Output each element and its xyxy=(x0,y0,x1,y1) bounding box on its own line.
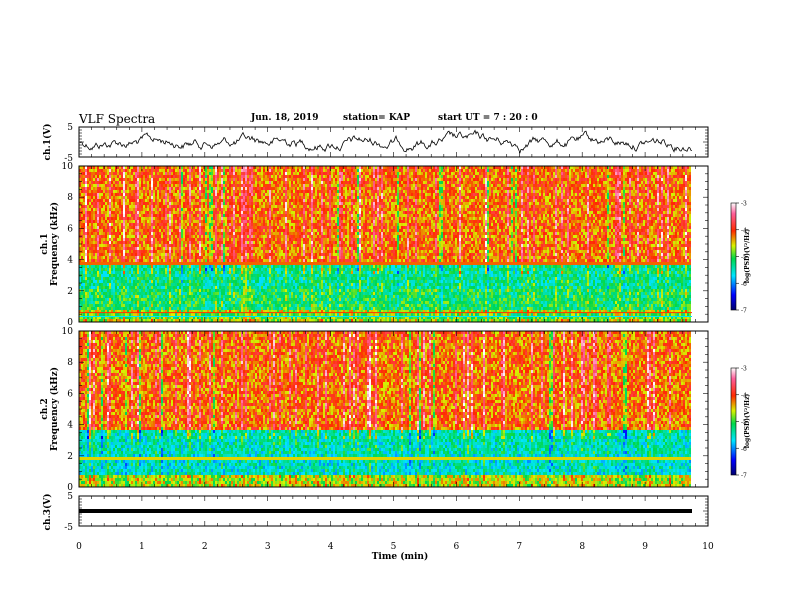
x-tick-7: 7 xyxy=(516,542,522,552)
ch3-waveform-line xyxy=(79,509,692,513)
ch2-spectrogram-panel: ch.2 Frequency (kHz) xyxy=(40,331,708,487)
ch2-ytick-10: 10 xyxy=(62,327,74,337)
ch1-ytick-6: 6 xyxy=(67,224,73,234)
ch1-spec-ylabel-channel: ch.1 xyxy=(40,233,50,254)
ch1-colorbar: -3-4-5-6-7 log(PSD)(V²/Hz) xyxy=(731,201,751,315)
ch2-colorbar-tick: -3 xyxy=(741,366,747,373)
x-tick-9: 9 xyxy=(642,542,648,552)
ch1-colorbar-tick: -7 xyxy=(741,308,747,315)
ch1-ytick-8: 8 xyxy=(67,193,73,203)
ch2-ytick-2: 2 xyxy=(67,452,73,462)
ch1-spectrogram-panel: ch.1 Frequency (kHz) xyxy=(40,166,708,322)
ch2-ytick-8: 8 xyxy=(67,358,73,368)
ch2-spectrogram-image xyxy=(79,331,691,487)
x-tick-0: 0 xyxy=(76,542,82,552)
ch1-spectrogram-image xyxy=(79,166,692,322)
ch2-colorbar-label: log(PSD)(V²/Hz) xyxy=(744,394,751,449)
x-tick-6: 6 xyxy=(454,542,460,552)
x-tick-1: 1 xyxy=(139,542,145,552)
ch2-colorbar: -3-4-5-6-7 log(PSD)(V²/Hz) xyxy=(731,366,751,480)
ch3-wave-ytick-bottom: -5 xyxy=(64,523,73,533)
x-tick-2: 2 xyxy=(202,542,208,552)
x-tick-4: 4 xyxy=(328,542,334,552)
ch1-ytick-2: 2 xyxy=(67,287,73,297)
x-axis-label: Time (min) xyxy=(372,551,429,562)
ch2-spec-ylabel: Frequency (kHz) xyxy=(49,367,60,451)
ch2-colorbar-tick: -7 xyxy=(741,473,747,480)
ch1-spec-ylabel: Frequency (kHz) xyxy=(49,202,60,286)
x-tick-8: 8 xyxy=(579,542,585,552)
ch2-spec-ylabel-channel: ch.2 xyxy=(40,398,50,419)
ch1-ytick-4: 4 xyxy=(67,256,73,266)
ch2-ytick-0: 0 xyxy=(67,483,73,493)
ch2-ytick-4: 4 xyxy=(67,421,73,431)
ch1-wave-ylabel: ch.1(V) xyxy=(42,124,53,161)
ch1-wave-ytick-top: 5 xyxy=(67,123,73,133)
x-tick-5: 5 xyxy=(391,542,397,552)
x-tick-10: 10 xyxy=(702,542,714,552)
x-tick-3: 3 xyxy=(265,542,271,552)
ch3-wave-ytick-top: 5 xyxy=(67,492,73,502)
ch1-colorbar-tick: -3 xyxy=(741,201,747,208)
ch1-colorbar-label: log(PSD)(V²/Hz) xyxy=(744,229,751,284)
ch2-ytick-6: 6 xyxy=(67,389,73,399)
ch1-ytick-10: 10 xyxy=(62,162,74,172)
ch3-wave-ylabel: ch.3(V) xyxy=(42,494,53,531)
